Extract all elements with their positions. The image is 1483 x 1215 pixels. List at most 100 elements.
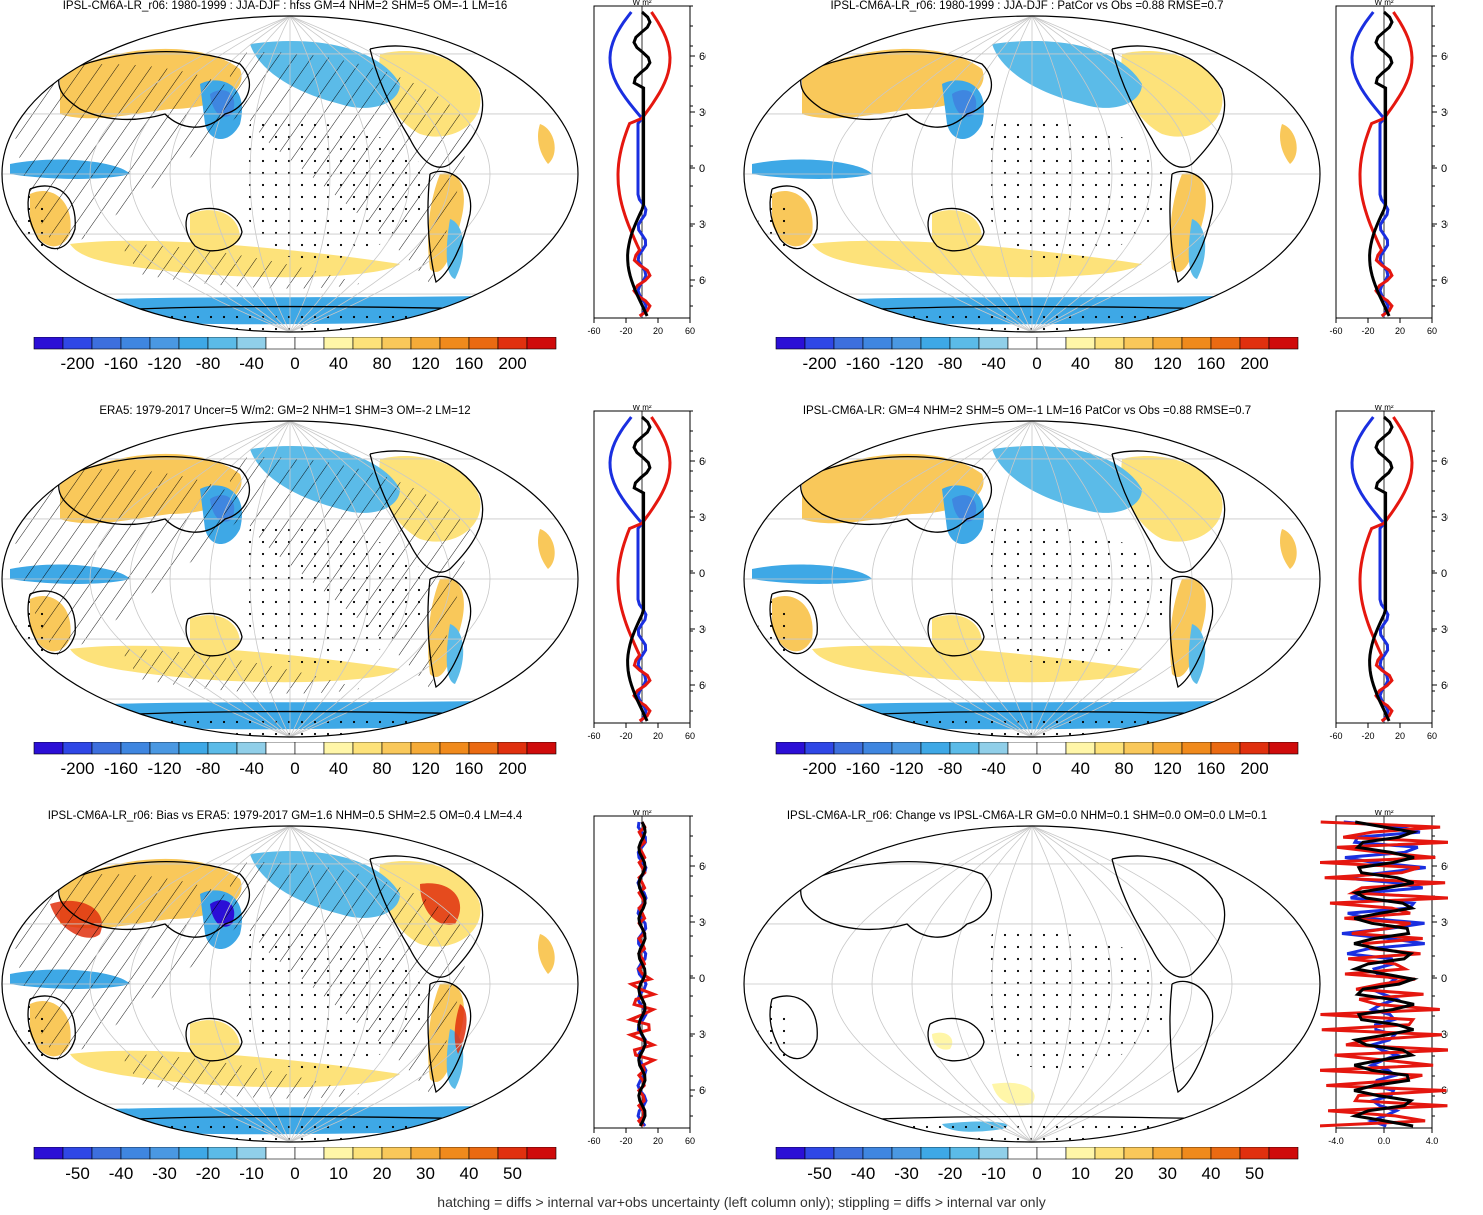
colorbar-swatch	[949, 742, 980, 755]
zonal-line-black	[1368, 415, 1394, 722]
coastline	[58, 861, 251, 938]
coastline	[927, 207, 985, 252]
colorbar-swatch	[1268, 337, 1299, 350]
colorbar-tick-label: -30	[894, 1164, 919, 1183]
colorbar-tick-label: -160	[846, 354, 880, 373]
warm-anomaly-region	[537, 529, 555, 569]
coastline	[427, 575, 472, 689]
zonal-x-tick-label: -20	[619, 731, 632, 741]
map-plot	[1, 15, 579, 333]
zonal-y-tick-label: 30S	[1441, 624, 1448, 636]
colorbar-swatch	[833, 742, 864, 755]
colorbar-swatch	[949, 337, 980, 350]
colorbar-swatch	[294, 742, 325, 755]
colorbar-swatch	[33, 337, 64, 350]
colorbar-tick-label: 120	[411, 759, 439, 778]
colorbar-tick-label: 0	[1032, 1164, 1041, 1183]
panel-4: IPSL-CM6A-LR: GM=4 NHM=2 SHM=5 OM=-1 LM=…	[742, 405, 1483, 805]
colorbar-tick-label: 10	[1071, 1164, 1090, 1183]
colorbar-swatch	[1036, 742, 1067, 755]
coastline	[1169, 170, 1214, 284]
colorbar-swatch	[62, 1147, 93, 1160]
map-plot	[1, 420, 579, 738]
colorbar-swatch	[265, 337, 296, 350]
colorbar-swatch	[1094, 742, 1125, 755]
unit-label: W m²	[1374, 405, 1393, 412]
colorbar-tick-label: 200	[498, 354, 526, 373]
colorbar-swatch	[526, 742, 557, 755]
colorbar: -50 -40 -30 -20 -10 0 10 20 30 40 50	[33, 1147, 557, 1183]
colorbar-swatch	[497, 742, 528, 755]
colorbar-swatch	[439, 1147, 470, 1160]
colorbar-swatch	[381, 337, 412, 350]
colorbar-swatch	[149, 742, 180, 755]
zonal-line-red	[1358, 416, 1414, 723]
zonal-x-tick-label: 20	[653, 731, 663, 741]
zonal-y-tick-label: 30N	[699, 512, 706, 524]
colorbar-tick-label: 160	[1197, 354, 1225, 373]
colorbar-swatch	[1094, 337, 1125, 350]
colorbar-swatch	[149, 337, 180, 350]
colorbar-swatch	[265, 1147, 296, 1160]
zonal-mean-plot: W m² -60 -20 20 60 60N 30N 0 30S 60S	[1329, 0, 1448, 336]
warm-anomaly-region	[812, 645, 1142, 683]
colorbar-tick-label: 200	[498, 759, 526, 778]
colorbar-tick-label: 0	[1032, 759, 1041, 778]
colorbar-swatch	[1065, 337, 1096, 350]
colorbar-swatch	[178, 1147, 209, 1160]
colorbar-swatch	[1152, 1147, 1183, 1160]
colorbar-tick-label: 10	[329, 1164, 348, 1183]
colorbar-swatch	[920, 1147, 951, 1160]
zonal-line-black	[1368, 10, 1394, 317]
zonal-y-tick-label: 30S	[1441, 219, 1448, 231]
colorbar-swatch	[294, 337, 325, 350]
unit-label: W m²	[632, 405, 651, 412]
colorbar-tick-label: -10	[981, 1164, 1006, 1183]
map-border	[1, 15, 579, 333]
unit-label: W m²	[1374, 0, 1393, 7]
colorbar-swatch	[1123, 742, 1154, 755]
colorbar-tick-label: -160	[104, 759, 138, 778]
colorbar-swatch	[978, 742, 1009, 755]
colorbar-swatch	[775, 337, 806, 350]
colorbar-swatch	[236, 337, 267, 350]
colorbar-tick-label: -80	[196, 354, 221, 373]
colorbar-swatch	[920, 337, 951, 350]
colorbar-tick-label: 40	[460, 1164, 479, 1183]
colorbar-swatch	[236, 1147, 267, 1160]
colorbar-tick-label: 40	[1202, 1164, 1221, 1183]
zonal-y-tick-label: 30N	[1441, 107, 1448, 119]
warm-anomaly-region	[1170, 578, 1206, 677]
colorbar-swatch	[804, 337, 835, 350]
colorbar-swatch	[265, 742, 296, 755]
colorbar-swatch	[804, 1147, 835, 1160]
colorbar-tick-label: -120	[889, 354, 923, 373]
zonal-mean-plot: W m² -60 -20 20 60 60N 30N 0 30S 60S	[1329, 405, 1448, 741]
colorbar: -200 -160 -120 -80 -40 0 40 80 120 160 200	[775, 742, 1299, 778]
colorbar-swatch	[1007, 742, 1038, 755]
zonal-y-tick-label: 0	[699, 973, 705, 985]
zonal-x-tick-label: 60	[1427, 326, 1437, 336]
zonal-x-tick-label: -20	[619, 326, 632, 336]
colorbar-swatch	[294, 1147, 325, 1160]
colorbar-swatch	[410, 742, 441, 755]
colorbar-swatch	[1007, 337, 1038, 350]
colorbar-swatch	[91, 1147, 122, 1160]
colorbar-swatch	[468, 337, 499, 350]
colorbar-tick-label: -200	[60, 759, 94, 778]
colorbar-swatch	[62, 742, 93, 755]
panel-title: IPSL-CM6A-LR_r06: Bias vs ERA5: 1979-201…	[47, 810, 523, 822]
colorbar-swatch	[120, 742, 151, 755]
colorbar-swatch	[149, 1147, 180, 1160]
coastline	[427, 170, 472, 284]
coastline	[1169, 575, 1214, 689]
zonal-y-tick-label: 60N	[1441, 51, 1448, 63]
colorbar-tick-label: -50	[807, 1164, 832, 1183]
colorbar-tick-label: -120	[889, 759, 923, 778]
coastline	[1111, 45, 1226, 168]
colorbar-swatch	[891, 742, 922, 755]
colorbar-tick-label: -20	[196, 1164, 221, 1183]
warm-anomaly-region	[932, 615, 982, 656]
zonal-y-tick-label: 30S	[699, 624, 706, 636]
colorbar-swatch	[236, 742, 267, 755]
